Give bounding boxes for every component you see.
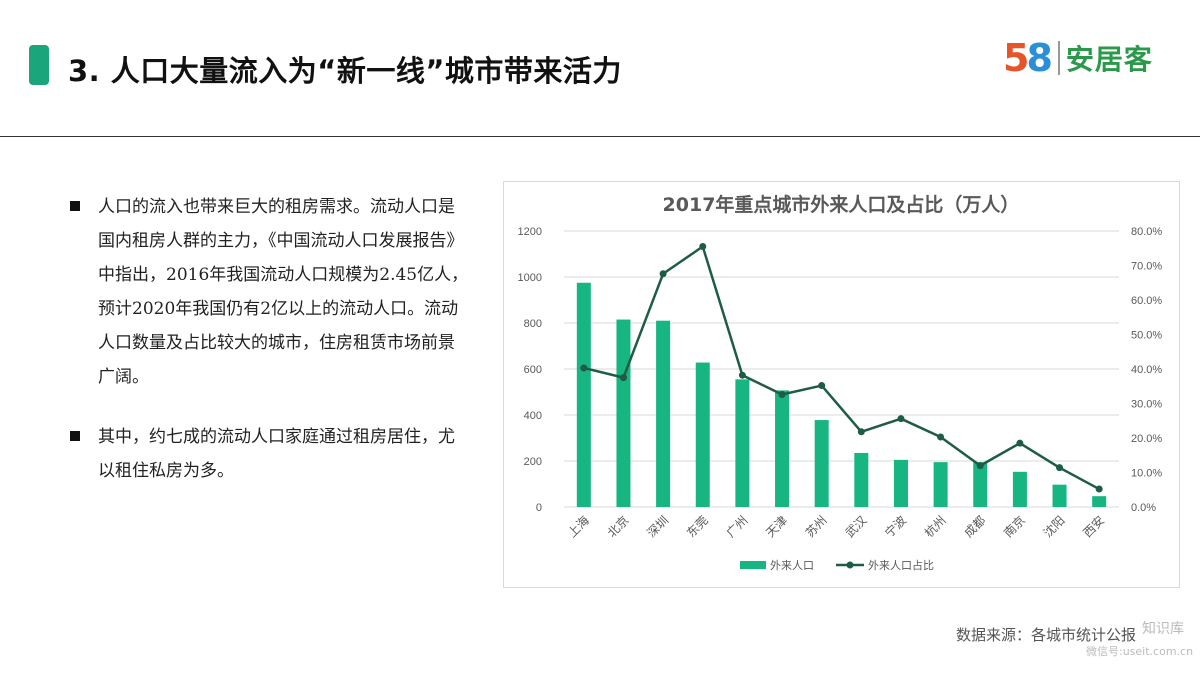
y-left-tick-label: 400 bbox=[524, 410, 542, 422]
bullet-square-icon bbox=[70, 201, 80, 211]
x-tick-label: 南京 bbox=[1000, 513, 1028, 541]
y-right-tick-label: 40.0% bbox=[1131, 364, 1162, 376]
share-point-上海 bbox=[580, 364, 588, 372]
x-tick-label: 西安 bbox=[1080, 513, 1108, 541]
bar-东莞 bbox=[695, 362, 710, 507]
bar-上海 bbox=[576, 282, 591, 507]
share-point-北京 bbox=[619, 374, 627, 382]
brand-logo: 58 安居客 bbox=[1003, 36, 1153, 80]
x-tick-label: 杭州 bbox=[921, 513, 949, 541]
chart-container: 2017年重点城市外来人口及占比（万人） 0 200 400 600 800 1000 120… bbox=[503, 181, 1180, 588]
x-tick-label: 广州 bbox=[724, 513, 751, 540]
bullet-text: 其中，约七成的流动人口家庭通过租房居住，尤以租住私房为多。 bbox=[98, 427, 455, 481]
watermark-text: 知识库 bbox=[1142, 621, 1184, 637]
header-divider bbox=[0, 136, 1200, 137]
bar-深圳 bbox=[656, 320, 671, 507]
bar-武汉 bbox=[854, 452, 869, 507]
bar-杭州 bbox=[933, 462, 948, 507]
legend-label-line: 外来人口占比 bbox=[868, 558, 934, 572]
page-title: 3. 人口大量流入为“新一线”城市带来活力 bbox=[68, 54, 622, 88]
bullet-text: 人口的流入也带来巨大的租房需求。流动人口是国内租房人群的主力，《中国流动人口发展… bbox=[98, 197, 469, 387]
x-tick-label: 上海 bbox=[564, 513, 592, 541]
share-point-苏州 bbox=[818, 382, 826, 390]
bullet-square-icon bbox=[70, 431, 80, 441]
bar-成都 bbox=[973, 462, 988, 507]
share-point-南京 bbox=[1016, 439, 1024, 447]
share-line bbox=[583, 245, 1100, 491]
x-tick-label: 东莞 bbox=[684, 513, 711, 540]
logo-text: 安居客 bbox=[1065, 43, 1153, 76]
bar-西安 bbox=[1092, 496, 1107, 507]
bar-宁波 bbox=[893, 459, 908, 507]
y-left-tick-label: 800 bbox=[524, 318, 542, 330]
share-point-广州 bbox=[738, 371, 746, 379]
x-tick-label: 天津 bbox=[763, 513, 790, 540]
x-tick-label: 武汉 bbox=[843, 513, 870, 540]
share-point-杭州 bbox=[937, 433, 945, 441]
x-tick-label: 北京 bbox=[605, 513, 632, 540]
legend-swatch-bar bbox=[740, 561, 766, 569]
y-left-tick-label: 1200 bbox=[518, 226, 542, 238]
y-left-tick-label: 600 bbox=[524, 364, 542, 376]
x-tick-label: 深圳 bbox=[644, 513, 671, 540]
share-point-武汉 bbox=[857, 428, 865, 436]
share-point-沈阳 bbox=[1056, 464, 1064, 472]
data-source-note: 数据来源：各城市统计公报 bbox=[956, 626, 1137, 644]
y-right-tick-label: 80.0% bbox=[1131, 226, 1162, 238]
y-right-tick-label: 20.0% bbox=[1131, 433, 1162, 445]
y-right-tick-label: 0.0% bbox=[1131, 502, 1156, 514]
share-point-成都 bbox=[976, 462, 984, 470]
y-right-tick-label: 50.0% bbox=[1131, 330, 1162, 342]
title-accent-bar bbox=[29, 45, 49, 85]
bullet-item: 其中，约七成的流动人口家庭通过租房居住，尤以租住私房为多。 bbox=[70, 420, 470, 488]
y-right-tick-label: 10.0% bbox=[1131, 468, 1162, 480]
share-point-宁波 bbox=[897, 415, 905, 423]
y-right-tick-label: 60.0% bbox=[1131, 295, 1162, 307]
logo-divider bbox=[1057, 41, 1060, 75]
bar-苏州 bbox=[814, 420, 829, 507]
y-left-tick-label: 1000 bbox=[518, 272, 542, 284]
share-point-天津 bbox=[778, 391, 786, 399]
x-tick-label: 成都 bbox=[961, 513, 988, 540]
share-point-深圳 bbox=[659, 270, 667, 278]
watermark-subtext: 微信号:useit.com.cn bbox=[1086, 645, 1194, 658]
y-left-tick-label: 0 bbox=[536, 502, 542, 514]
logo-58-mark: 58 bbox=[1003, 36, 1053, 80]
x-tick-label: 沈阳 bbox=[1040, 513, 1068, 541]
x-tick-label: 宁波 bbox=[881, 513, 909, 541]
chart-title: 2017年重点城市外来人口及占比（万人） bbox=[663, 193, 1020, 216]
x-tick-label: 苏州 bbox=[803, 513, 830, 540]
bullet-item: 人口的流入也带来巨大的租房需求。流动人口是国内租房人群的主力，《中国流动人口发展… bbox=[70, 190, 470, 394]
y-right-tick-label: 70.0% bbox=[1131, 261, 1162, 273]
y-right-tick-label: 30.0% bbox=[1131, 399, 1162, 411]
bar-南京 bbox=[1012, 471, 1027, 507]
legend-marker-line bbox=[846, 561, 854, 569]
bullet-list: 人口的流入也带来巨大的租房需求。流动人口是国内租房人群的主力，《中国流动人口发展… bbox=[70, 190, 470, 514]
bar-广州 bbox=[735, 379, 750, 507]
share-point-西安 bbox=[1095, 485, 1103, 493]
bar-天津 bbox=[775, 390, 790, 507]
share-point-东莞 bbox=[699, 243, 707, 251]
legend-label-bar: 外来人口 bbox=[770, 559, 814, 572]
bar-北京 bbox=[616, 319, 631, 507]
combo-chart: 2017年重点城市外来人口及占比（万人） 0 200 400 600 800 1000 120… bbox=[518, 193, 1163, 572]
bar-沈阳 bbox=[1052, 484, 1067, 507]
y-left-tick-label: 200 bbox=[524, 456, 542, 468]
